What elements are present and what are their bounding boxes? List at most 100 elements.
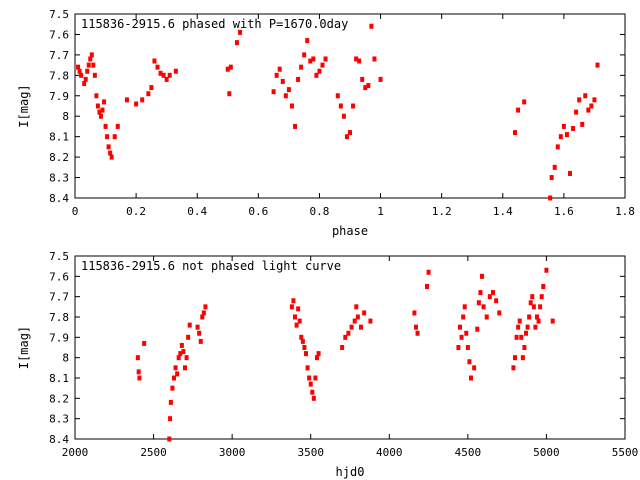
data-point (274, 72, 279, 78)
data-point (198, 338, 203, 344)
data-point (462, 304, 467, 310)
y-axis-label: I[mag] (17, 326, 31, 369)
data-point (464, 330, 469, 336)
data-point (368, 318, 373, 324)
data-point (351, 103, 356, 109)
data-point (583, 93, 588, 99)
data-point (82, 81, 87, 87)
data-point (228, 64, 233, 70)
data-point (497, 310, 502, 316)
data-point (146, 91, 151, 97)
data-point (513, 355, 517, 361)
data-point (76, 64, 81, 70)
data-point (516, 107, 521, 113)
phased-light-curve-chart: 0 0.2 0.4 0.6 0.8 1 1.2 1.4 1.6 1.8 7.5 7.6 7.7 7.8 7.… (17, 8, 635, 238)
data-point (291, 298, 296, 304)
data-point (98, 113, 103, 119)
data-point (299, 334, 304, 340)
chart-title: 115836-2915.6 not phased light curve (81, 259, 341, 273)
data-point (307, 375, 312, 381)
data-point (517, 318, 522, 324)
data-point (362, 310, 367, 316)
data-point (516, 324, 521, 330)
data-point (155, 64, 160, 70)
data-point (184, 355, 189, 361)
data-point (167, 72, 172, 78)
data-point (514, 334, 519, 340)
data-point (277, 66, 282, 72)
data-point (305, 38, 310, 44)
y-tick-label: 7.6 (49, 28, 69, 41)
y-tick-label: 7.8 (49, 311, 69, 324)
data-point (77, 68, 82, 74)
data-point (297, 318, 302, 324)
x-tick-label: 4500 (455, 446, 482, 459)
data-point (311, 56, 316, 62)
data-point (535, 314, 539, 320)
data-point (175, 371, 180, 377)
data-point (369, 23, 374, 29)
data-point (372, 56, 377, 62)
data-point (304, 351, 308, 357)
data-point (83, 76, 88, 82)
data-point (357, 58, 362, 64)
data-point (289, 103, 294, 109)
data-point (530, 294, 535, 300)
data-point (580, 121, 585, 127)
data-point (527, 314, 532, 320)
data-point (467, 359, 472, 365)
data-point (310, 389, 315, 395)
data-point (168, 416, 173, 422)
data-point (95, 103, 100, 109)
data-point (225, 66, 230, 72)
data-point (115, 123, 120, 129)
data-point (289, 304, 294, 310)
data-point (316, 351, 321, 357)
data-point (511, 365, 516, 371)
data-point (426, 269, 431, 275)
y-tick-label: 7.5 (49, 8, 69, 21)
data-point (366, 83, 371, 89)
data-point (564, 132, 569, 138)
data-point (135, 355, 140, 361)
data-point (103, 123, 108, 129)
data-point (197, 330, 202, 336)
data-point (186, 334, 191, 340)
data-point (167, 436, 172, 442)
x-tick-label: 1.6 (554, 205, 574, 218)
plot-frame (74, 255, 626, 440)
data-point (308, 58, 313, 64)
data-point (134, 101, 139, 107)
data-point (140, 97, 145, 103)
data-point (363, 85, 368, 91)
data-point (354, 56, 359, 62)
y-tick-label: 7.7 (49, 49, 69, 62)
data-point (491, 290, 495, 296)
data-point (170, 385, 175, 391)
data-point (487, 294, 492, 300)
data-point (302, 345, 307, 350)
data-point (172, 375, 176, 381)
data-point (280, 78, 285, 84)
data-point (152, 58, 157, 64)
data-point (299, 64, 304, 70)
data-point (459, 334, 464, 340)
data-point (164, 76, 169, 82)
x-tick-label: 2000 (62, 446, 89, 459)
data-point (86, 62, 91, 68)
x-tick-label: 3500 (297, 446, 324, 459)
x-tick-label: 0 (72, 205, 79, 218)
y-tick-label: 8.3 (49, 413, 69, 426)
data-point (549, 175, 554, 181)
data-point (300, 338, 305, 344)
chart-title: 115836-2915.6 phased with P=1670.0day (81, 17, 348, 31)
data-point (531, 304, 536, 310)
y-tick-label: 8.1 (49, 372, 69, 385)
y-tick-label: 7.8 (49, 69, 69, 82)
data-point (574, 109, 579, 115)
y-tick-label: 7.7 (49, 291, 69, 304)
y-tick-label: 7.9 (49, 90, 69, 103)
data-point (323, 56, 328, 62)
data-point (458, 324, 462, 330)
data-point (85, 68, 90, 74)
